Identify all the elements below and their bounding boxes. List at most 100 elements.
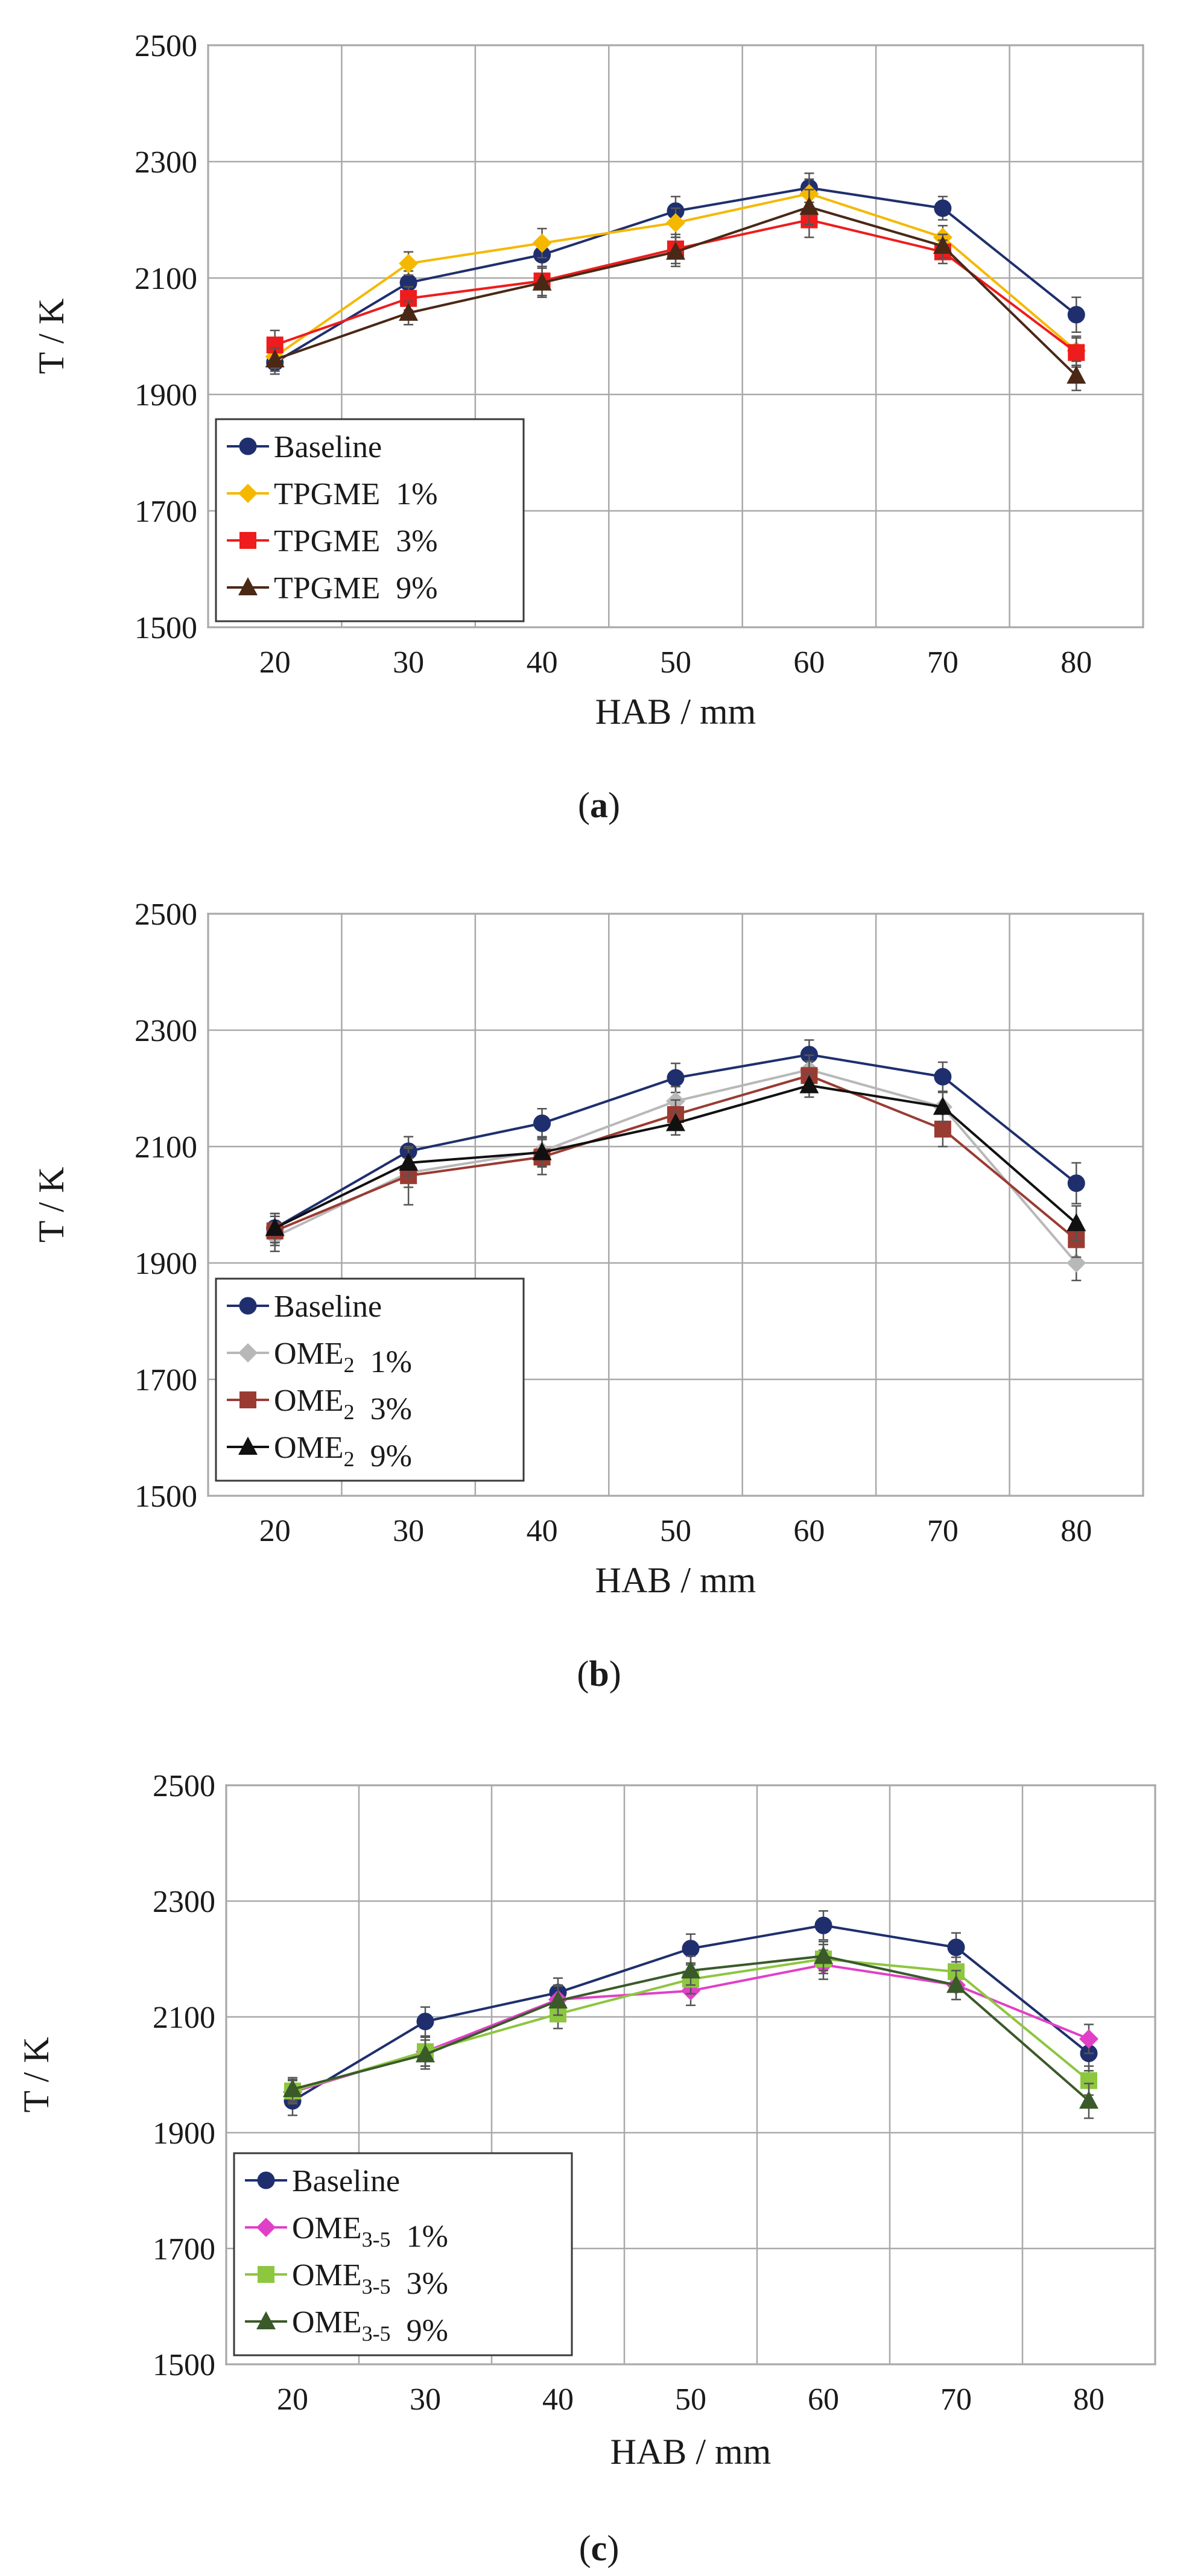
- data-point: [933, 235, 952, 254]
- data-point: [799, 1075, 819, 1093]
- panel-label: (b): [577, 1654, 621, 1694]
- y-tick-label: 1500: [135, 611, 197, 645]
- legend-box: [233, 2152, 573, 2356]
- legend-label-main: OME: [274, 1337, 344, 1371]
- y-tick-label: 2100: [135, 1130, 197, 1165]
- data-point: [1079, 2029, 1098, 2049]
- x-tick-label: 60: [808, 2382, 839, 2417]
- legend-item: OME3-5 9%: [245, 2305, 448, 2348]
- y-tick-label: 1700: [135, 495, 197, 529]
- legend-label-subscript: 3-5: [362, 2274, 391, 2299]
- data-point: [667, 1069, 685, 1087]
- legend-marker: [239, 1391, 256, 1408]
- panel-label-close: ): [607, 2528, 619, 2568]
- panel-label: (a): [578, 785, 620, 825]
- data-point: [799, 197, 819, 215]
- x-tick-label: 80: [1060, 645, 1092, 680]
- legend-label-percent: 9%: [407, 2314, 448, 2348]
- legend-label-main: Baseline: [274, 430, 382, 464]
- legend-item: OME2 1%: [227, 1337, 412, 1379]
- data-point: [399, 1153, 419, 1171]
- legend-label-subscript: 2: [344, 1447, 355, 1471]
- y-tick-label: 1900: [135, 1247, 197, 1281]
- y-axis-title: T / K: [16, 2037, 56, 2113]
- legend-label-main: Baseline: [292, 2164, 400, 2198]
- legend-item: OME2 3%: [227, 1384, 412, 1426]
- legend-label-subscript: 2: [344, 1400, 355, 1424]
- y-tick-label: 2300: [135, 1014, 197, 1048]
- data-point: [1079, 2090, 1098, 2109]
- chart-panel-a: 1500 1700 1900 2100 2300 2500 20 30 40 50 60 70 80 HA…: [31, 29, 1144, 825]
- panel-label-letter: c: [591, 2528, 607, 2568]
- legend-item: OME3-5 3%: [245, 2258, 448, 2301]
- x-axis-title: HAB / mm: [610, 2432, 772, 2472]
- x-tick-label: 80: [1073, 2382, 1105, 2417]
- legend-item: TPGME 9%: [227, 571, 438, 606]
- legend-item: Baseline: [227, 1290, 382, 1324]
- legend-label-subscript: 3-5: [362, 2321, 391, 2346]
- y-tick-label: 2100: [135, 262, 197, 296]
- legend-label-percent: 1%: [370, 1345, 412, 1379]
- x-tick-label: 50: [660, 645, 691, 680]
- data-point: [947, 1938, 965, 1957]
- legend-label-subscript: 2: [344, 1353, 355, 1377]
- data-point: [814, 1916, 832, 1934]
- legend-label-main: OME: [292, 2211, 362, 2245]
- y-tick-label: 2300: [153, 1885, 215, 1919]
- legend-item: Baseline: [227, 430, 382, 464]
- panel-label-open: (: [579, 2528, 591, 2568]
- legend-marker: [258, 2266, 274, 2283]
- legend-label-main: OME: [292, 2305, 362, 2340]
- legend-label-subscript: 3-5: [362, 2227, 391, 2252]
- legend-label: Baseline: [274, 430, 382, 464]
- legend-item: OME2 9%: [227, 1431, 412, 1473]
- data-point: [1066, 1213, 1086, 1232]
- data-point: [532, 233, 552, 253]
- panel-label-open: (: [577, 1654, 589, 1694]
- x-axis-title: HAB / mm: [595, 692, 756, 732]
- legend-marker: [238, 1437, 258, 1455]
- data-point: [1068, 344, 1085, 361]
- x-tick-label: 50: [660, 1514, 691, 1548]
- data-point: [265, 349, 285, 368]
- x-tick-label: 70: [927, 645, 959, 680]
- data-point: [533, 1114, 551, 1132]
- series-3: [265, 1073, 1086, 1244]
- y-tick-label: 2500: [135, 897, 197, 932]
- legend-label: Baseline: [292, 2164, 400, 2198]
- legend-label-main: TPGME: [274, 477, 380, 511]
- series-3: [265, 189, 1086, 391]
- legend-label: OME3-5 3%: [292, 2258, 448, 2301]
- legend-label-percent: 1%: [407, 2220, 448, 2254]
- y-tick-label: 1900: [153, 2116, 215, 2151]
- legend-label-percent: 9%: [396, 571, 437, 606]
- y-tick-label: 2500: [153, 1769, 215, 1803]
- x-tick-label: 20: [259, 1514, 291, 1548]
- legend-label: OME2 3%: [274, 1384, 412, 1426]
- legend: Baseline TPGME 1% TPGME 3% TPGME 9%: [215, 418, 525, 622]
- x-tick-label: 70: [927, 1514, 959, 1548]
- y-tick-label: 1700: [153, 2232, 215, 2267]
- legend-marker: [256, 2311, 276, 2329]
- x-tick-label: 60: [793, 1514, 825, 1548]
- legend-label: OME3-5 9%: [292, 2305, 448, 2348]
- legend-label: OME2 9%: [274, 1431, 412, 1473]
- y-axis-title: T / K: [31, 1167, 71, 1243]
- y-tick-label: 2300: [135, 145, 197, 180]
- legend-marker: [239, 1297, 257, 1315]
- data-point: [934, 199, 952, 217]
- y-tick-label: 1700: [135, 1363, 197, 1397]
- legend-label: TPGME 1%: [274, 477, 438, 511]
- panel-label-letter: b: [589, 1654, 609, 1694]
- data-point: [933, 1097, 952, 1115]
- y-tick-label: 1500: [135, 1479, 197, 1514]
- y-axis-title: T / K: [31, 299, 71, 375]
- chart-panel-b: 1500 1700 1900 2100 2300 2500 20 30 40 50 60 70 80 HA…: [31, 897, 1144, 1694]
- x-tick-label: 30: [410, 2382, 441, 2417]
- legend-label-main: TPGME: [274, 571, 380, 606]
- data-point: [934, 1121, 951, 1138]
- x-tick-label: 80: [1060, 1514, 1092, 1548]
- y-tick-label: 1500: [153, 2348, 215, 2382]
